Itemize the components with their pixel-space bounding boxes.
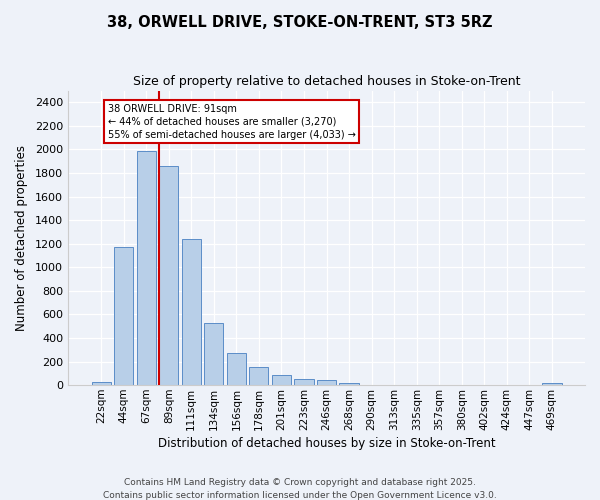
Text: 38 ORWELL DRIVE: 91sqm
← 44% of detached houses are smaller (3,270)
55% of semi-: 38 ORWELL DRIVE: 91sqm ← 44% of detached… xyxy=(108,104,356,140)
Y-axis label: Number of detached properties: Number of detached properties xyxy=(15,145,28,331)
Text: 38, ORWELL DRIVE, STOKE-ON-TRENT, ST3 5RZ: 38, ORWELL DRIVE, STOKE-ON-TRENT, ST3 5R… xyxy=(107,15,493,30)
Bar xyxy=(159,166,178,385)
Bar xyxy=(362,384,381,385)
X-axis label: Distribution of detached houses by size in Stoke-on-Trent: Distribution of detached houses by size … xyxy=(158,437,496,450)
Bar xyxy=(92,382,111,385)
Bar xyxy=(137,150,156,385)
Text: Contains HM Land Registry data © Crown copyright and database right 2025.
Contai: Contains HM Land Registry data © Crown c… xyxy=(103,478,497,500)
Bar xyxy=(272,374,291,385)
Bar xyxy=(317,380,336,385)
Bar xyxy=(250,367,268,385)
Bar xyxy=(182,239,201,385)
Bar xyxy=(542,384,562,385)
Bar xyxy=(204,324,223,385)
Bar xyxy=(114,248,133,385)
Title: Size of property relative to detached houses in Stoke-on-Trent: Size of property relative to detached ho… xyxy=(133,75,520,88)
Bar xyxy=(295,380,314,385)
Bar xyxy=(227,352,246,385)
Bar xyxy=(340,384,359,385)
